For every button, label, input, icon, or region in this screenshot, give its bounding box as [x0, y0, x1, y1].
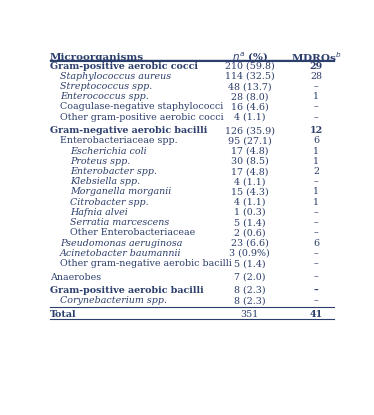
Text: 114 (32.5): 114 (32.5): [225, 72, 275, 81]
Text: Gram-positive aerobic bacilli: Gram-positive aerobic bacilli: [50, 286, 203, 295]
Text: –: –: [314, 82, 319, 91]
Text: 28 (8.0): 28 (8.0): [231, 92, 269, 101]
Text: 1: 1: [313, 188, 319, 196]
Text: –: –: [314, 218, 319, 227]
Text: Gram-positive aerobic cocci: Gram-positive aerobic cocci: [50, 61, 197, 71]
Text: 2 (0.6): 2 (0.6): [234, 228, 266, 237]
Text: 15 (4.3): 15 (4.3): [231, 188, 269, 196]
Text: Anaerobes: Anaerobes: [50, 273, 101, 281]
Text: 3 (0.9%): 3 (0.9%): [229, 249, 270, 258]
Text: 6: 6: [313, 137, 319, 145]
Text: 30 (8.5): 30 (8.5): [231, 157, 269, 166]
Text: Corynebacterium spp.: Corynebacterium spp.: [60, 296, 167, 305]
Text: 126 (35.9): 126 (35.9): [225, 126, 275, 135]
Text: Pseudomonas aeruginosa: Pseudomonas aeruginosa: [60, 239, 182, 248]
Text: –: –: [314, 228, 319, 237]
Text: Enterobacter spp.: Enterobacter spp.: [70, 167, 157, 176]
Text: 8 (2.3): 8 (2.3): [234, 296, 266, 305]
Text: 17 (4.8): 17 (4.8): [231, 167, 269, 176]
Text: 351: 351: [240, 310, 259, 319]
Text: –: –: [314, 113, 319, 122]
Text: 17 (4.8): 17 (4.8): [231, 146, 269, 156]
Text: 1: 1: [313, 157, 319, 166]
Text: Staphylococcus aureus: Staphylococcus aureus: [60, 72, 171, 81]
Text: 8 (2.3): 8 (2.3): [234, 286, 266, 295]
Text: 16 (4.6): 16 (4.6): [231, 103, 269, 112]
Text: 1: 1: [313, 92, 319, 101]
Text: 6: 6: [313, 239, 319, 248]
Text: Hafnia alvei: Hafnia alvei: [70, 208, 128, 217]
Text: –: –: [314, 259, 319, 268]
Text: Morganella morganii: Morganella morganii: [70, 188, 171, 196]
Text: Other gram-positive aerobic cocci: Other gram-positive aerobic cocci: [60, 113, 223, 122]
Text: $n^a$ (%): $n^a$ (%): [232, 51, 268, 64]
Text: 1: 1: [313, 198, 319, 207]
Text: Serratia marcescens: Serratia marcescens: [70, 218, 169, 227]
Text: –: –: [314, 273, 319, 281]
Text: 95 (27.1): 95 (27.1): [228, 137, 272, 145]
Text: 2: 2: [313, 167, 319, 176]
Text: Total: Total: [50, 310, 76, 319]
Text: 210 (59.8): 210 (59.8): [225, 61, 275, 71]
Text: Klebsiella spp.: Klebsiella spp.: [70, 177, 140, 186]
Text: 29: 29: [310, 61, 323, 71]
Text: –: –: [314, 208, 319, 217]
Text: –: –: [314, 177, 319, 186]
Text: Coagulase-negative staphylococci: Coagulase-negative staphylococci: [60, 103, 223, 112]
Text: 1: 1: [313, 146, 319, 156]
Text: Gram-negative aerobic bacilli: Gram-negative aerobic bacilli: [50, 126, 207, 135]
Text: 12: 12: [310, 126, 323, 135]
Text: 28: 28: [310, 72, 322, 81]
Text: MDROs$^b$: MDROs$^b$: [291, 50, 341, 64]
Text: –: –: [314, 286, 319, 295]
Text: Streptococcus spp.: Streptococcus spp.: [60, 82, 152, 91]
Text: Proteus spp.: Proteus spp.: [70, 157, 130, 166]
Text: Enterobacteriaceae spp.: Enterobacteriaceae spp.: [60, 137, 177, 145]
Text: Other Enterobacteriaceae: Other Enterobacteriaceae: [70, 228, 195, 237]
Text: –: –: [314, 296, 319, 305]
Text: 41: 41: [310, 310, 323, 319]
Text: 5 (1.4): 5 (1.4): [234, 259, 266, 268]
Text: 48 (13.7): 48 (13.7): [228, 82, 272, 91]
Text: –: –: [314, 103, 319, 112]
Text: Enterococcus spp.: Enterococcus spp.: [60, 92, 148, 101]
Text: Other gram-negative aerobic bacilli: Other gram-negative aerobic bacilli: [60, 259, 232, 268]
Text: Escherichia coli: Escherichia coli: [70, 146, 147, 156]
Text: Microorganisms: Microorganisms: [50, 53, 144, 62]
Text: Citrobacter spp.: Citrobacter spp.: [70, 198, 148, 207]
Text: 5 (1.4): 5 (1.4): [234, 218, 266, 227]
Text: 23 (6.6): 23 (6.6): [231, 239, 269, 248]
Text: 4 (1.1): 4 (1.1): [234, 113, 266, 122]
Text: –: –: [314, 249, 319, 258]
Text: 1 (0.3): 1 (0.3): [234, 208, 266, 217]
Text: Acinetobacter baumannii: Acinetobacter baumannii: [60, 249, 181, 258]
Text: 7 (2.0): 7 (2.0): [234, 273, 266, 281]
Text: 4 (1.1): 4 (1.1): [234, 177, 266, 186]
Text: 4 (1.1): 4 (1.1): [234, 198, 266, 207]
